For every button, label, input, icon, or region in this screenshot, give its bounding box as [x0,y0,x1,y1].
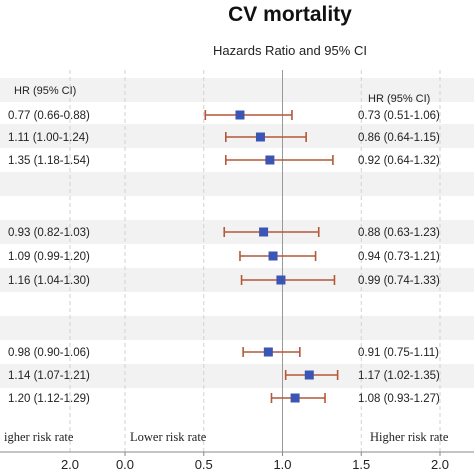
hr-marker [268,251,278,261]
forest-marks [204,110,339,403]
hr-marker [276,275,286,285]
right-labels: 0.73 (0.51-1.06) 0.86 (0.64-1.15) 0.92 (0.… [358,110,440,405]
left-hr-label: 1.09 (0.99-1.20) [8,251,90,263]
higher-risk-label: Higher risk rate [370,430,449,444]
left-axis-label: igher risk rate [4,430,74,444]
band-row [0,316,474,340]
row-bands [0,78,474,388]
right-hr-label: 0.88 (0.63-1.23) [358,227,440,239]
x-tick-label: 1.0 [273,457,291,472]
hr-marker [265,155,275,165]
hr-marker [259,227,269,237]
left-axis-tick: 2.0 [61,457,79,472]
hr-marker [290,393,300,403]
left-labels: 0.77 (0.66-0.88) 1.11 (1.00-1.24) 1.35 (1.… [8,110,90,405]
band-row [0,124,474,148]
hr-marker [255,132,265,142]
left-hr-label: 1.35 (1.18-1.54) [8,155,90,167]
left-hr-label: 1.11 (1.00-1.24) [8,132,89,144]
right-hr-label: 0.99 (0.74-1.33) [358,275,440,287]
right-hr-label: 0.73 (0.51-1.06) [358,110,440,122]
hr-marker [304,370,314,380]
left-column-header: HR (95% CI) [14,85,76,97]
right-hr-label: 0.86 (0.64-1.15) [358,132,440,144]
x-tick-label: 2.0 [431,457,449,472]
band-header [0,78,474,102]
band-row [0,364,474,388]
left-hr-label: 1.20 (1.12-1.29) [8,393,90,405]
left-hr-label: 0.77 (0.66-0.88) [8,110,90,122]
lower-risk-label: Lower risk rate [130,430,207,444]
right-hr-label: 0.94 (0.73-1.21) [358,251,440,263]
x-ticks: 0.0 0.5 1.0 1.5 2.0 [116,452,449,472]
right-hr-label: 0.92 (0.64-1.32) [358,155,440,167]
x-tick-label: 0.5 [195,457,213,472]
right-hr-label: 1.17 (1.02-1.35) [358,370,440,382]
vertical-grid [69,70,441,452]
left-hr-label: 0.98 (0.90-1.06) [8,347,90,359]
band-row [0,172,474,196]
band-row [0,268,474,292]
chart-subtitle: Hazards Ratio and 95% CI [213,43,367,58]
chart-title: CV mortality [228,3,352,26]
x-tick-label: 1.5 [352,457,370,472]
right-hr-label: 1.08 (0.93-1.27) [358,393,440,405]
hr-marker [235,110,245,120]
hr-marker [263,347,273,357]
left-hr-label: 1.14 (1.07-1.21) [8,370,90,382]
x-tick-label: 0.0 [116,457,134,472]
left-hr-label: 0.93 (0.82-1.03) [8,227,90,239]
right-column-header: HR (95% CI) [368,93,430,105]
right-hr-label: 0.91 (0.75-1.11) [358,347,439,359]
left-hr-label: 1.16 (1.04-1.30) [8,275,90,287]
